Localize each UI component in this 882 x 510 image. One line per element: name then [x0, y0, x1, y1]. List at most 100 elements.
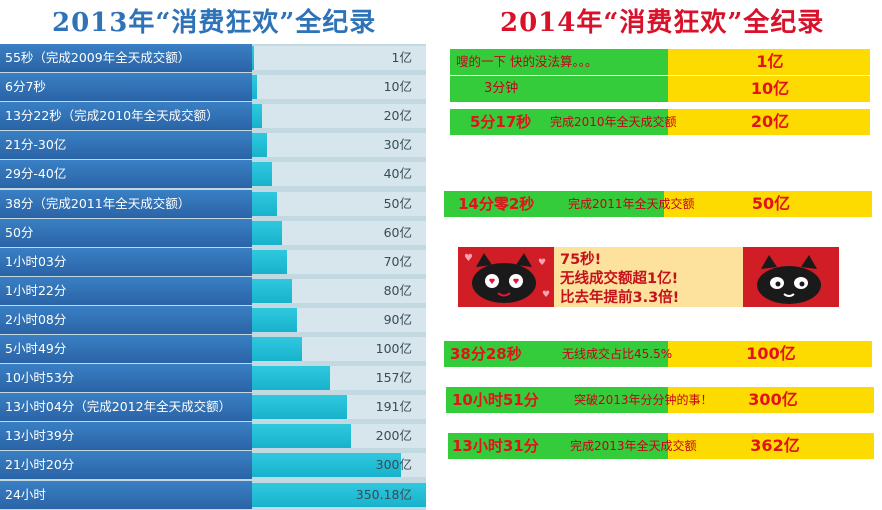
category-label: 38分（完成2011年全天成交额） — [5, 195, 191, 211]
bar-row: 38分（完成2011年全天成交额） 50亿 — [0, 189, 426, 218]
bar-row: 13小时39分 200亿 — [0, 422, 426, 451]
record-note: 完成2011年全天成交额 — [568, 197, 695, 211]
row-label-bg — [0, 73, 252, 102]
svg-text:♥: ♥ — [464, 253, 473, 264]
value-label: 200亿 — [375, 428, 412, 444]
value-label: 80亿 — [383, 282, 412, 298]
bar — [252, 104, 262, 129]
row-label-bg — [0, 422, 252, 451]
bar — [252, 278, 292, 303]
record-row: 3分钟 10亿 — [450, 76, 870, 102]
record-green-block — [446, 387, 668, 413]
banner-text: 75秒! 无线成交额超1亿! 比去年提前3.3倍! — [554, 247, 743, 307]
bar — [252, 482, 426, 507]
row-label-bg — [0, 247, 252, 276]
record-yellow-block — [664, 191, 872, 217]
value-label: 1亿 — [391, 50, 412, 65]
bar — [252, 337, 302, 361]
bar-track — [252, 104, 426, 129]
row-label-bg — [0, 480, 252, 509]
bar — [252, 75, 257, 100]
row-label-bg — [0, 364, 252, 393]
record-yellow-block — [668, 76, 870, 102]
category-label: 1小时03分 — [5, 253, 67, 269]
record-note: 无线成交占比45.5% — [562, 347, 673, 361]
record-yellow-block — [668, 109, 870, 135]
bar — [252, 453, 402, 478]
tmall-cat-hearts-icon: ♥ ♥ ♥ — [458, 247, 554, 307]
bar-row: 5小时49分 100亿 — [0, 335, 426, 363]
bar-row: 29分-40亿 40亿 — [0, 160, 426, 189]
category-label: 55秒（完成2009年全天成交额） — [5, 50, 191, 65]
bar-track — [252, 191, 426, 216]
category-label: 10小时53分 — [5, 370, 75, 386]
bar-row: 50分 60亿 — [0, 218, 426, 247]
bar-row: 6分7秒 10亿 — [0, 73, 426, 102]
bar — [252, 307, 297, 332]
category-label: 29分-40亿 — [5, 166, 67, 182]
category-label: 13小时39分 — [5, 428, 75, 444]
bar-row: 24小时 350.18亿 — [0, 480, 426, 509]
bar-row: 2小时08分 90亿 — [0, 305, 426, 334]
record-green-block — [450, 49, 668, 75]
record-yellow-block — [668, 387, 874, 413]
value-label: 10亿 — [383, 79, 412, 95]
bar-row: 21小时20分 300亿 — [0, 451, 426, 480]
category-label: 6分7秒 — [5, 79, 46, 95]
record-row: 38分28秒 无线成交占比45.5% 100亿 — [444, 341, 872, 367]
bar-row: 10小时53分 157亿 — [0, 364, 426, 393]
category-label: 1小时22分 — [5, 282, 67, 298]
bar-track — [252, 162, 426, 187]
record-green-block — [444, 341, 668, 367]
row-label-bg — [0, 393, 252, 422]
category-label: 21分-30亿 — [5, 137, 67, 153]
banner-line-1: 75秒! — [560, 252, 602, 268]
row-label-bg — [0, 44, 252, 72]
row-label-bg — [0, 276, 252, 305]
title-2013: 2013年“消费狂欢”全纪录 — [52, 8, 377, 38]
record-row: 14分零2秒 完成2011年全天成交额 50亿 — [444, 191, 872, 217]
record-green-block — [450, 109, 668, 135]
record-yellow-block — [668, 49, 870, 75]
category-label: 50分 — [5, 224, 34, 240]
record-green-block — [448, 433, 668, 459]
bar — [252, 220, 282, 245]
value-label: 70亿 — [383, 253, 412, 269]
bar-row: 1小时22分 80亿 — [0, 276, 426, 305]
bar-row: 13分22秒（完成2010年全天成交额） 20亿 — [0, 102, 426, 131]
bar-track — [252, 75, 426, 100]
bar — [252, 424, 352, 449]
bar-track — [252, 46, 426, 70]
value-label: 50亿 — [383, 195, 412, 211]
bar-row: 13小时04分（完成2012年全天成交额） 191亿 — [0, 393, 426, 422]
svg-text:♥: ♥ — [542, 290, 550, 300]
svg-text:♥: ♥ — [538, 258, 546, 268]
category-label: 21小时20分 — [5, 457, 75, 473]
record-time: 嗖的一下 快的没法算。。。 — [456, 54, 598, 69]
value-label: 157亿 — [375, 370, 412, 386]
record-time: 38分28秒 — [450, 345, 522, 363]
record-value: 300亿 — [748, 390, 798, 409]
record-value: 100亿 — [746, 344, 796, 363]
value-label: 191亿 — [375, 399, 412, 415]
row-label-bg — [0, 451, 252, 480]
record-time: 13小时31分 — [452, 437, 539, 455]
record-yellow-block — [668, 341, 872, 367]
category-label: 2小时08分 — [5, 311, 67, 327]
record-row: 嗖的一下 快的没法算。。。 1亿 — [450, 49, 870, 75]
bar — [252, 249, 287, 274]
bar-row: 1小时03分 70亿 — [0, 247, 426, 276]
bar — [252, 133, 267, 158]
bar — [252, 191, 277, 216]
record-yellow-block — [668, 433, 874, 459]
bar — [252, 162, 272, 187]
record-time: 14分零2秒 — [458, 195, 535, 213]
record-row: 10小时51分 突破2013年分分钟的事！ 300亿 — [446, 387, 874, 413]
value-label: 350.18亿 — [355, 486, 412, 502]
title-2014: 2014年“消费狂欢”全纪录 — [500, 8, 825, 38]
record-value: 362亿 — [750, 436, 800, 455]
bar-track — [252, 133, 426, 158]
row-label-bg — [0, 160, 252, 189]
record-value: 1亿 — [756, 52, 784, 71]
banner-line-2: 无线成交额超1亿! — [560, 271, 679, 287]
